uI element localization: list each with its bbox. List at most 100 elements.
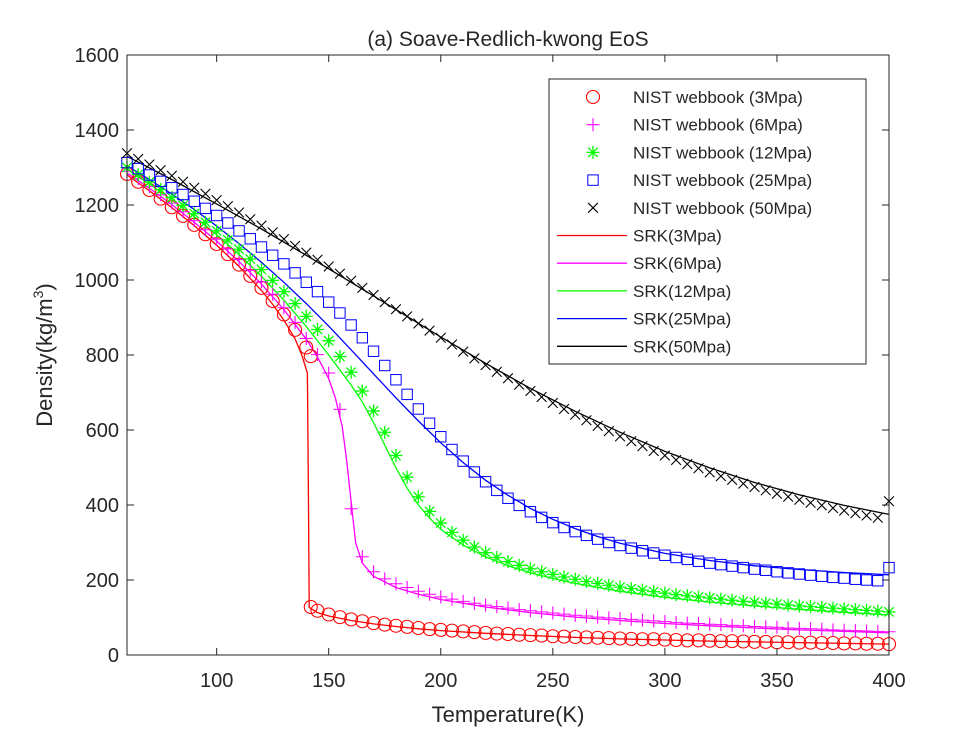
data-point	[781, 621, 795, 635]
data-point	[871, 624, 885, 638]
data-point	[816, 500, 828, 511]
data-point	[792, 635, 807, 650]
data-point	[322, 366, 336, 380]
legend-symbol	[586, 118, 600, 132]
data-point	[827, 571, 839, 584]
data-point	[848, 624, 862, 638]
data-point	[680, 616, 694, 630]
data-point	[501, 555, 515, 569]
data-point	[603, 425, 615, 437]
data-point	[367, 565, 381, 579]
data-point	[680, 633, 695, 648]
data-point	[266, 287, 280, 301]
data-point	[199, 202, 212, 215]
data-point	[400, 470, 414, 484]
data-point	[490, 600, 504, 614]
data-point	[602, 578, 616, 592]
data-point	[266, 249, 279, 261]
data-point	[312, 254, 323, 266]
data-point	[579, 630, 594, 645]
legend-symbol	[587, 174, 599, 186]
data-point	[232, 242, 246, 256]
data-point	[367, 404, 381, 418]
y-tick-label: 800	[86, 345, 119, 367]
data-point	[714, 618, 728, 632]
data-point	[198, 215, 212, 229]
data-point	[770, 620, 784, 634]
data-point	[816, 570, 828, 582]
data-point	[860, 603, 874, 617]
data-point	[479, 546, 493, 560]
data-point	[222, 200, 234, 212]
data-point	[288, 315, 302, 329]
data-point	[490, 551, 504, 564]
data-point	[815, 622, 829, 636]
data-point	[155, 164, 166, 176]
data-point	[303, 599, 318, 615]
data-point	[344, 365, 358, 379]
data-point	[177, 176, 189, 188]
data-point	[445, 525, 459, 539]
data-point	[444, 623, 460, 638]
data-point	[311, 285, 324, 298]
data-point	[245, 213, 256, 225]
data-point	[424, 325, 435, 336]
data-point	[210, 224, 224, 238]
data-point	[861, 510, 872, 521]
data-point	[759, 620, 773, 634]
data-point	[547, 516, 559, 529]
data-point	[345, 275, 357, 287]
data-point	[433, 622, 448, 637]
data-point	[333, 350, 347, 363]
data-point	[423, 417, 436, 429]
data-point	[423, 504, 437, 518]
chart-title: (a) Soave-Redlich-kwong EoS	[367, 28, 648, 51]
data-point	[467, 596, 481, 610]
data-point	[478, 625, 493, 640]
data-point	[456, 624, 471, 639]
data-point	[736, 594, 750, 608]
data-point	[210, 209, 223, 222]
legend-entry-label: NIST webbook (50Mpa)	[633, 199, 812, 218]
data-point	[401, 311, 413, 322]
data-point	[525, 385, 536, 397]
data-point	[837, 602, 851, 616]
data-point	[558, 403, 570, 415]
data-point	[456, 594, 470, 608]
legend-entry-label: SRK(3Mpa)	[633, 227, 722, 246]
data-point	[737, 561, 750, 574]
legend-entry-label: SRK(6Mpa)	[633, 254, 722, 273]
data-point	[749, 481, 760, 493]
data-point	[411, 584, 425, 598]
data-point	[736, 619, 750, 633]
data-point	[154, 183, 168, 197]
data-point	[602, 611, 616, 625]
data-point	[378, 572, 392, 586]
legend-symbol	[586, 145, 600, 159]
data-point	[501, 601, 515, 615]
data-point	[411, 620, 426, 636]
legend-entry-label: NIST webbook (25Mpa)	[633, 171, 812, 190]
data-point	[300, 276, 312, 288]
data-point	[489, 626, 504, 641]
data-point	[691, 633, 706, 648]
data-point	[467, 625, 482, 640]
data-point	[624, 612, 638, 626]
data-point	[715, 558, 727, 571]
data-point	[434, 516, 448, 530]
data-point	[411, 490, 425, 504]
data-point	[670, 551, 682, 564]
legend-entry-label: SRK(50Mpa)	[633, 337, 731, 356]
data-point	[748, 620, 762, 633]
data-point	[736, 634, 751, 649]
data-point	[322, 334, 336, 348]
data-point	[334, 307, 346, 319]
data-point	[254, 263, 268, 276]
data-point	[435, 332, 447, 344]
legend-entry-label: SRK(25Mpa)	[633, 310, 731, 329]
data-point	[188, 195, 200, 207]
y-tick-label: 400	[86, 495, 119, 517]
legend-symbol	[587, 202, 599, 214]
data-point	[781, 598, 795, 612]
data-point	[568, 629, 583, 645]
